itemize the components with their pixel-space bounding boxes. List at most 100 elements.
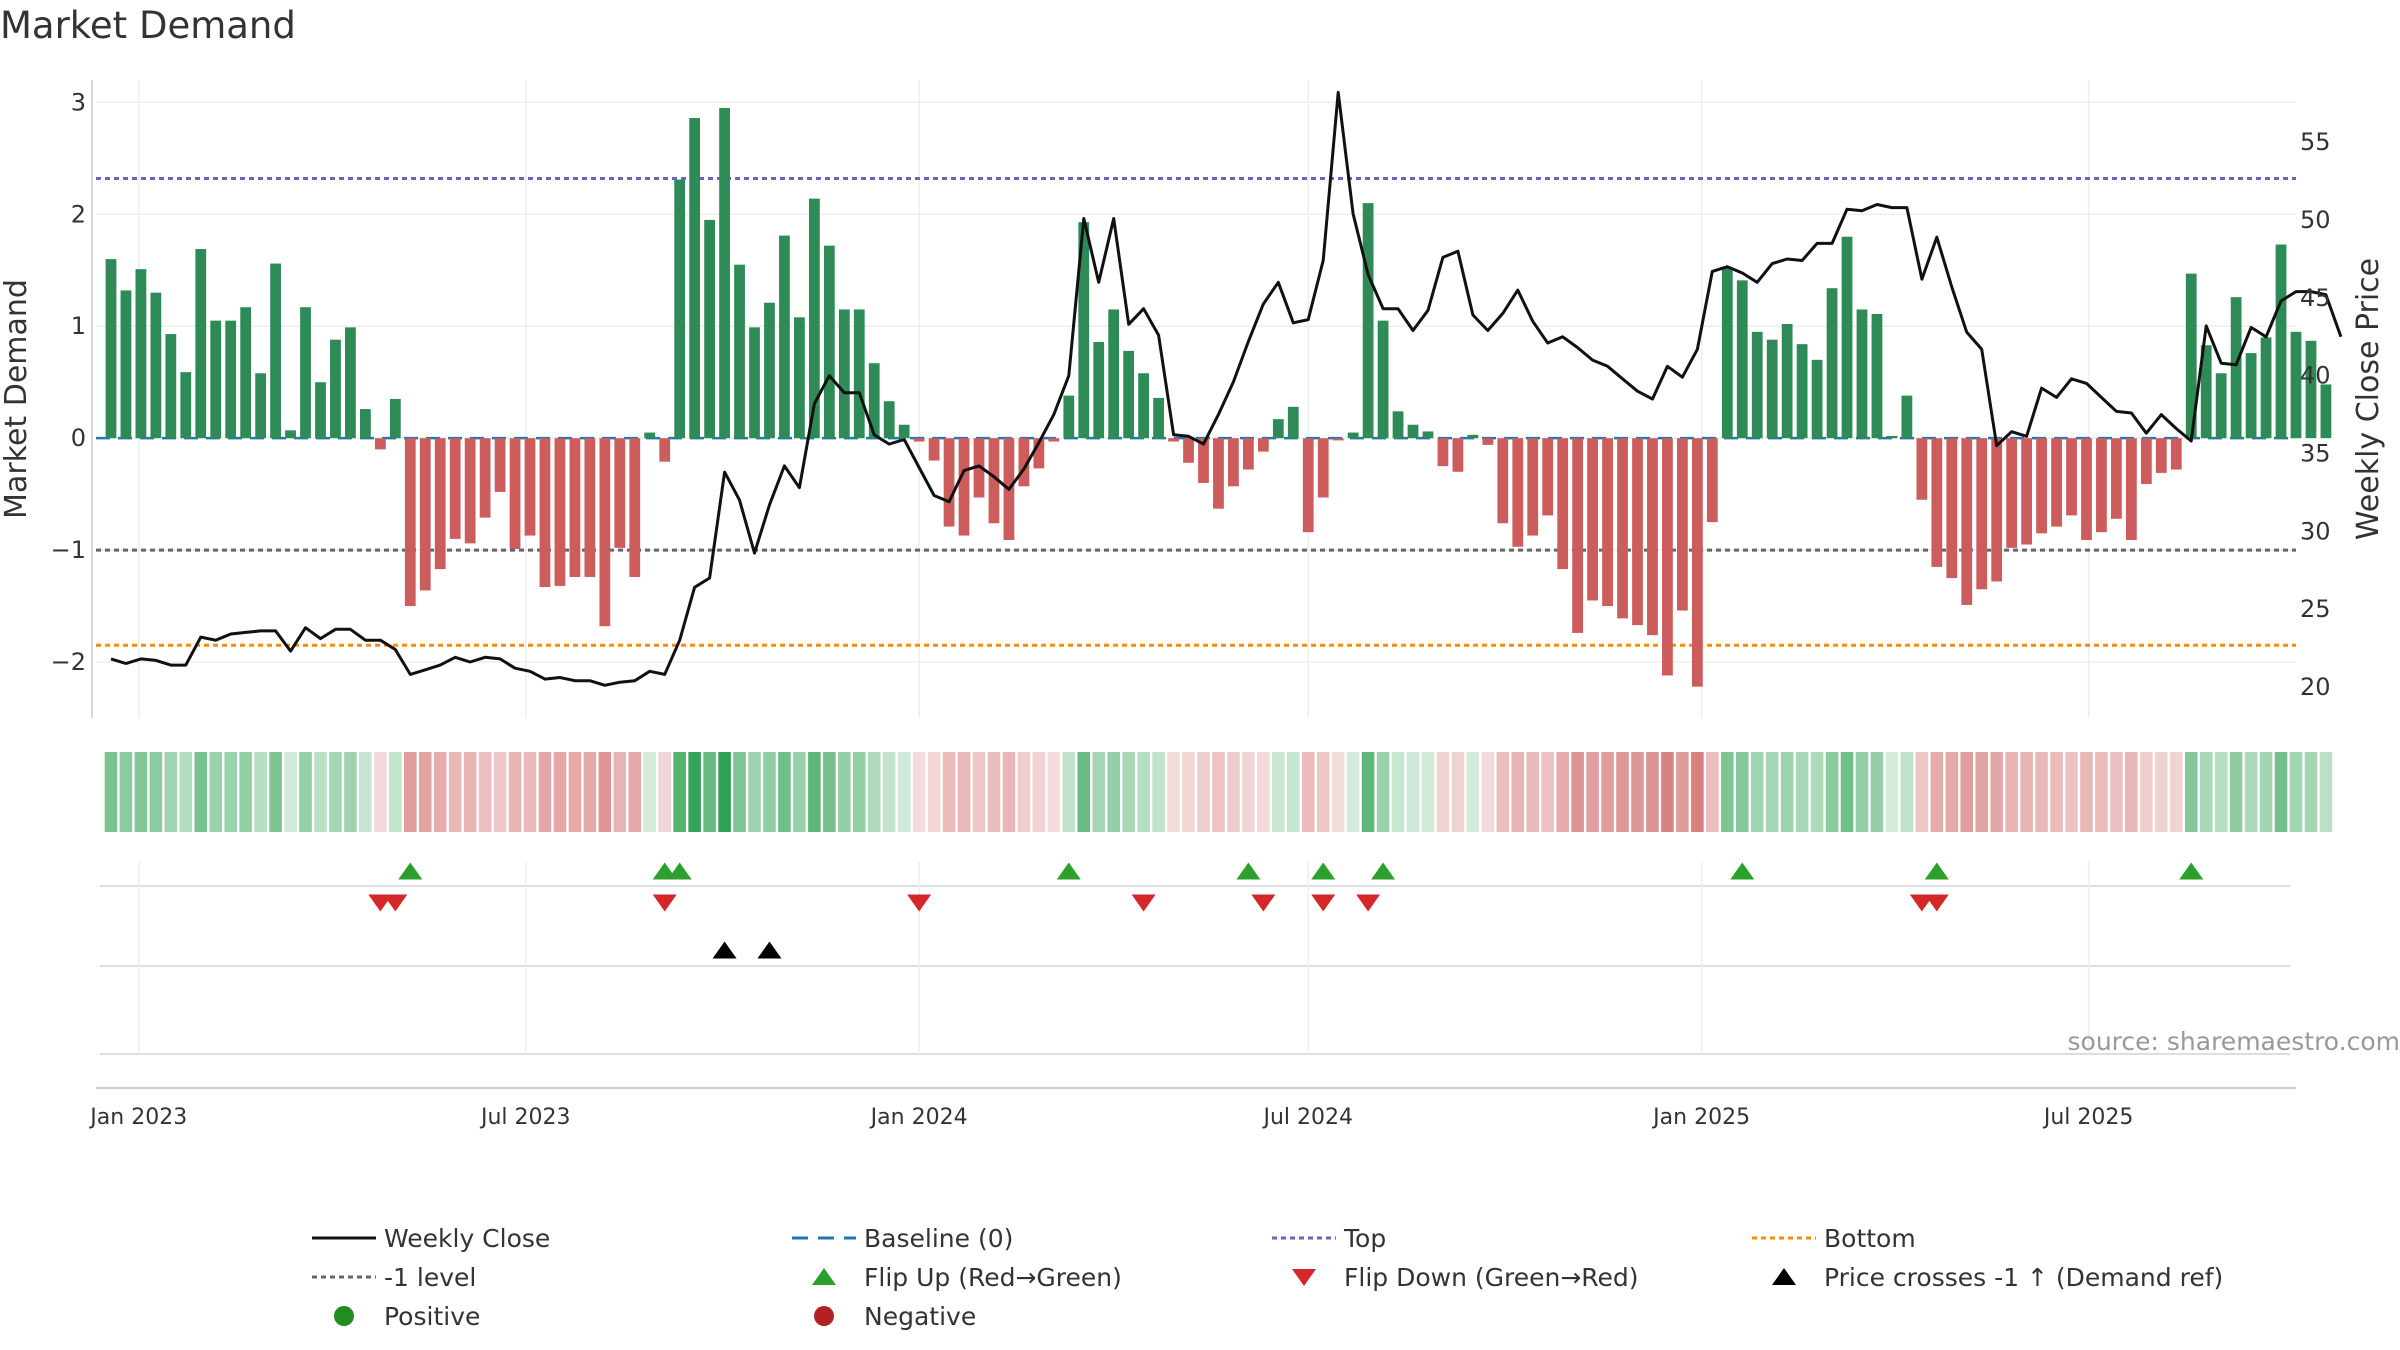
heat-cell bbox=[778, 752, 791, 832]
heat-cell bbox=[1152, 752, 1165, 832]
demand-bar bbox=[2155, 438, 2167, 473]
heat-cell bbox=[2304, 752, 2318, 832]
demand-bar bbox=[1153, 397, 1164, 439]
heat-cell bbox=[1945, 752, 1959, 832]
demand-bar bbox=[1572, 438, 1584, 633]
heat-cell bbox=[1571, 752, 1584, 832]
demand-bar bbox=[1287, 406, 1299, 439]
heat-cell bbox=[1780, 752, 1794, 832]
legend-swatch bbox=[1292, 1269, 1316, 1286]
heat-cell bbox=[1331, 752, 1345, 832]
flip-up-marker bbox=[1730, 862, 1755, 880]
demand-bar bbox=[1093, 341, 1105, 439]
demand-bar bbox=[150, 292, 162, 439]
heat-cell bbox=[972, 752, 986, 832]
demand-bar bbox=[1931, 438, 1943, 567]
heat-cell bbox=[209, 752, 223, 832]
demand-bar bbox=[2006, 438, 2018, 548]
heat-cell bbox=[1496, 752, 1510, 832]
heat-cell bbox=[1361, 752, 1375, 832]
heat-cell bbox=[1676, 752, 1689, 832]
demand-bar bbox=[1317, 438, 1329, 498]
demand-bar bbox=[345, 327, 356, 439]
x-tick-label: Jul 2025 bbox=[2042, 1105, 2134, 1130]
heat-cell bbox=[1750, 752, 1764, 832]
demand-bar bbox=[1901, 395, 1913, 439]
weekly-close-line bbox=[110, 90, 2343, 687]
demand-bar bbox=[1587, 438, 1598, 601]
demand-bar bbox=[988, 438, 1000, 524]
demand-bar bbox=[1946, 438, 1958, 579]
demand-bar bbox=[898, 424, 910, 439]
demand-bar bbox=[120, 290, 132, 439]
heat-cell bbox=[448, 752, 462, 832]
demand-bar bbox=[1766, 339, 1778, 439]
demand-bar bbox=[1751, 331, 1763, 439]
heat-cell bbox=[1047, 752, 1061, 832]
demand-bar bbox=[2125, 438, 2137, 541]
flip-up-marker bbox=[2179, 862, 2204, 880]
heat-cell bbox=[1406, 752, 1420, 832]
heat-cell bbox=[1541, 752, 1554, 832]
demand-bar bbox=[1078, 222, 1090, 439]
legend-swatch bbox=[334, 1306, 354, 1326]
heat-cell bbox=[838, 752, 851, 832]
x-tick-label: Jul 2023 bbox=[479, 1105, 571, 1130]
heat-cell bbox=[1511, 752, 1525, 832]
heat-cell bbox=[254, 752, 267, 832]
demand-bar bbox=[1527, 438, 1539, 536]
y-left-tick-label: −2 bbox=[51, 648, 86, 676]
heat-cell bbox=[374, 752, 387, 832]
heat-cell bbox=[1107, 752, 1120, 832]
y-left-tick-label: −1 bbox=[51, 536, 86, 564]
heat-cell bbox=[1870, 752, 1884, 832]
x-tick-label: Jan 2024 bbox=[869, 1105, 968, 1130]
heat-cell bbox=[2155, 752, 2168, 832]
demand-bar bbox=[1706, 438, 1718, 523]
demand-bar bbox=[704, 219, 715, 439]
heat-cell bbox=[344, 752, 357, 832]
heat-cell bbox=[1810, 752, 1824, 832]
heat-cell bbox=[1436, 752, 1450, 832]
heat-cell bbox=[1002, 752, 1016, 832]
demand-bar bbox=[2170, 438, 2182, 470]
heat-cell bbox=[284, 752, 297, 832]
heat-cell bbox=[404, 752, 417, 832]
heat-cell bbox=[239, 752, 252, 832]
demand-bar bbox=[1272, 419, 1284, 439]
heat-cell bbox=[1930, 752, 1944, 832]
legend-label: Top bbox=[1343, 1224, 1386, 1253]
x-tick-label: Jan 2025 bbox=[1651, 1105, 1750, 1130]
heat-cell bbox=[613, 752, 627, 832]
heat-cell bbox=[389, 752, 402, 832]
reference-lines bbox=[96, 176, 2296, 647]
heat-cell bbox=[164, 752, 178, 832]
heat-cell bbox=[942, 752, 956, 832]
heat-cell bbox=[1032, 752, 1046, 832]
legend-label: Price crosses -1 ↑ (Demand ref) bbox=[1824, 1263, 2223, 1292]
demand-bar bbox=[1826, 288, 1838, 439]
heat-cell bbox=[1825, 752, 1839, 832]
heat-cell bbox=[1062, 752, 1076, 832]
demand-bar bbox=[734, 264, 745, 439]
demand-bar bbox=[1257, 438, 1269, 452]
chart-title: Market Demand bbox=[0, 4, 296, 47]
heat-cell bbox=[1227, 752, 1240, 832]
demand-bar bbox=[1647, 438, 1658, 636]
demand-bar bbox=[749, 327, 760, 439]
heat-cell bbox=[1242, 752, 1255, 832]
demand-bars bbox=[105, 107, 2332, 687]
demand-bar bbox=[255, 373, 267, 439]
demand-bar bbox=[1033, 438, 1045, 469]
heat-cell bbox=[1376, 752, 1390, 832]
demand-bar bbox=[1662, 438, 1673, 676]
demand-bar bbox=[1437, 438, 1449, 467]
y-left-tick-label: 1 bbox=[71, 312, 86, 340]
heat-cell bbox=[763, 752, 776, 832]
heat-cell bbox=[2184, 752, 2198, 832]
heat-cell bbox=[2199, 752, 2213, 832]
demand-bar bbox=[674, 179, 686, 439]
demand-bar bbox=[509, 438, 521, 549]
y-left-tick-label: 3 bbox=[71, 88, 86, 116]
